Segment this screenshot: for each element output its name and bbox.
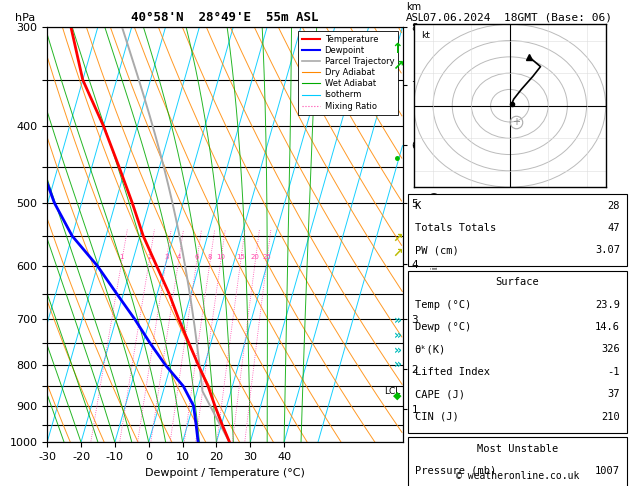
Text: Temp (°C): Temp (°C) bbox=[415, 300, 471, 310]
Text: 10: 10 bbox=[216, 254, 225, 260]
Text: ◆: ◆ bbox=[393, 391, 402, 401]
Text: 23.9: 23.9 bbox=[595, 300, 620, 310]
Text: CAPE (J): CAPE (J) bbox=[415, 389, 465, 399]
Text: ↗: ↗ bbox=[392, 59, 403, 72]
Text: -1: -1 bbox=[608, 367, 620, 377]
Text: 37: 37 bbox=[608, 389, 620, 399]
Text: θᵏ(K): θᵏ(K) bbox=[415, 345, 446, 354]
Title: 40°58'N  28°49'E  55m ASL: 40°58'N 28°49'E 55m ASL bbox=[131, 11, 319, 24]
Text: »: » bbox=[394, 344, 401, 356]
Text: LCL: LCL bbox=[384, 386, 401, 396]
Text: Lifted Index: Lifted Index bbox=[415, 367, 489, 377]
Text: 14.6: 14.6 bbox=[595, 322, 620, 332]
Text: 20: 20 bbox=[251, 254, 260, 260]
Text: +: + bbox=[511, 117, 520, 127]
Text: 47: 47 bbox=[608, 223, 620, 233]
Text: © weatheronline.co.uk: © weatheronline.co.uk bbox=[455, 471, 579, 481]
Bar bbox=[408, 194, 626, 266]
Text: »: » bbox=[394, 314, 401, 327]
Text: 210: 210 bbox=[601, 412, 620, 421]
Text: 3.07: 3.07 bbox=[595, 245, 620, 255]
X-axis label: Dewpoint / Temperature (°C): Dewpoint / Temperature (°C) bbox=[145, 468, 305, 478]
Text: 6: 6 bbox=[194, 254, 199, 260]
Text: Totals Totals: Totals Totals bbox=[415, 223, 496, 233]
Text: 25: 25 bbox=[262, 254, 271, 260]
Text: 4: 4 bbox=[177, 254, 181, 260]
Text: 28: 28 bbox=[608, 201, 620, 210]
Text: PW (cm): PW (cm) bbox=[415, 245, 459, 255]
Bar bbox=[408, 437, 626, 486]
Text: 3: 3 bbox=[164, 254, 169, 260]
Text: 326: 326 bbox=[601, 345, 620, 354]
Text: 8: 8 bbox=[208, 254, 213, 260]
Text: 15: 15 bbox=[237, 254, 245, 260]
Text: ↗: ↗ bbox=[392, 232, 403, 244]
Text: Pressure (mb): Pressure (mb) bbox=[415, 466, 496, 476]
Text: K: K bbox=[415, 201, 421, 210]
Text: ↑: ↑ bbox=[392, 42, 403, 55]
Text: Dewp (°C): Dewp (°C) bbox=[415, 322, 471, 332]
Text: ↗: ↗ bbox=[392, 246, 403, 259]
Text: CIN (J): CIN (J) bbox=[415, 412, 459, 421]
Text: Mixing Ratio (g/kg): Mixing Ratio (g/kg) bbox=[431, 191, 440, 278]
Text: Surface: Surface bbox=[496, 278, 539, 287]
Text: 07.06.2024  18GMT (Base: 06): 07.06.2024 18GMT (Base: 06) bbox=[423, 12, 612, 22]
Text: Most Unstable: Most Unstable bbox=[477, 444, 558, 453]
Text: »: » bbox=[394, 358, 401, 371]
Text: 1: 1 bbox=[120, 254, 124, 260]
Text: kt: kt bbox=[421, 31, 430, 40]
Text: hPa: hPa bbox=[15, 13, 35, 22]
Text: •: • bbox=[393, 154, 402, 167]
Text: km
ASL: km ASL bbox=[406, 2, 425, 22]
Bar bbox=[408, 271, 626, 433]
Legend: Temperature, Dewpoint, Parcel Trajectory, Dry Adiabat, Wet Adiabat, Isotherm, Mi: Temperature, Dewpoint, Parcel Trajectory… bbox=[298, 31, 398, 115]
Text: 1007: 1007 bbox=[595, 466, 620, 476]
Text: »: » bbox=[394, 329, 401, 342]
Text: 2: 2 bbox=[147, 254, 152, 260]
